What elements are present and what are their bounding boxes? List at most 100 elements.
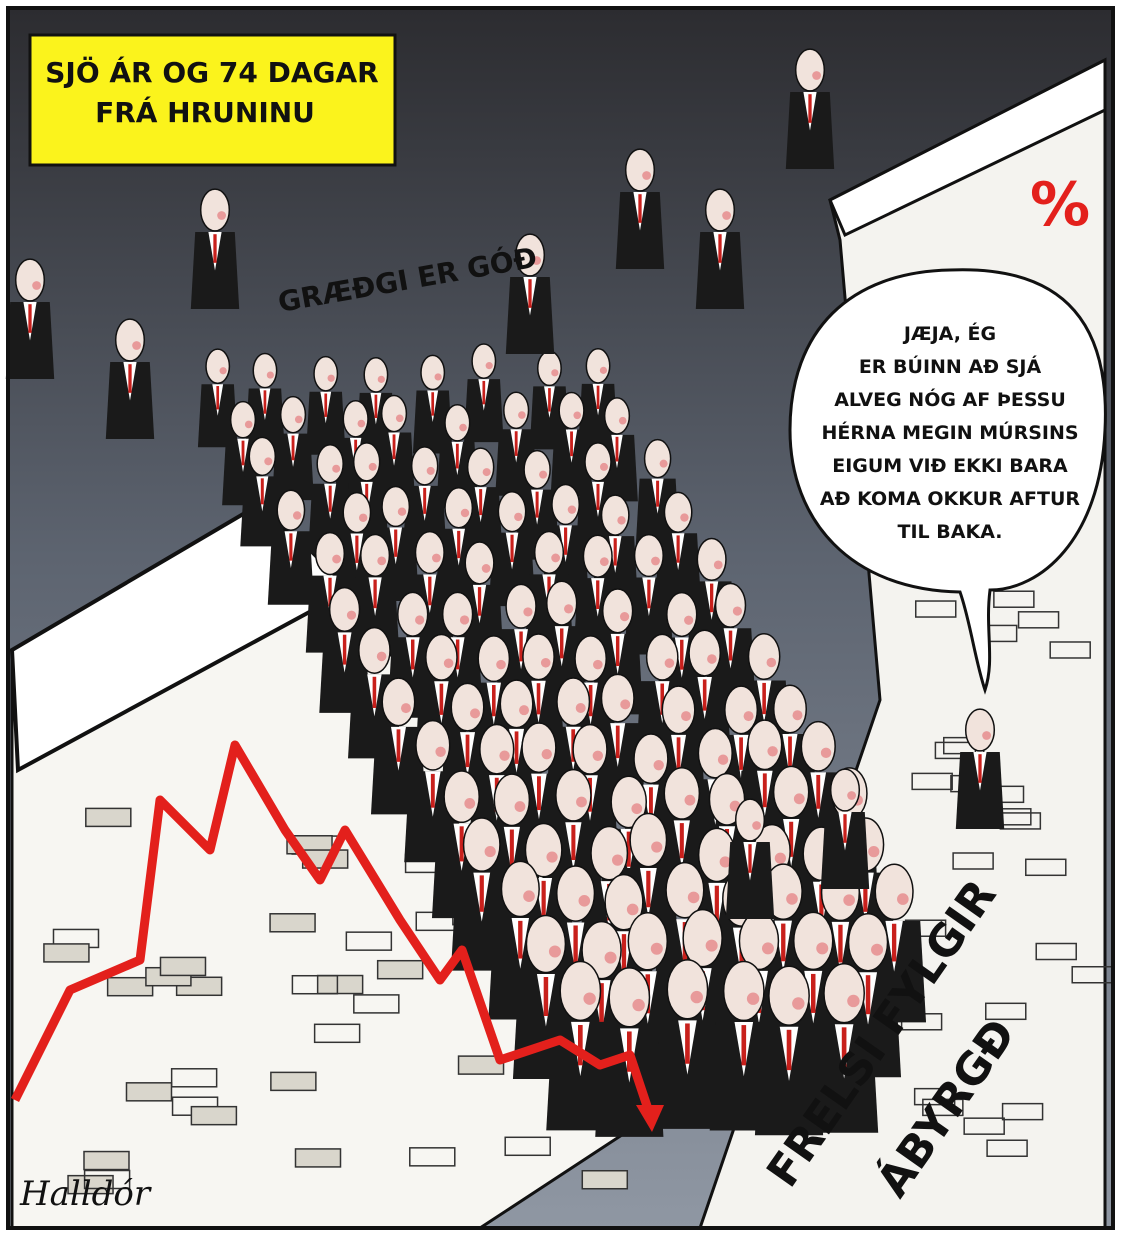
brick <box>84 1152 129 1170</box>
head <box>602 495 629 535</box>
cheek <box>897 893 909 905</box>
cheek <box>583 992 595 1004</box>
head <box>281 397 306 433</box>
head <box>630 813 666 866</box>
head <box>552 484 579 524</box>
head <box>343 401 368 437</box>
head <box>500 680 533 728</box>
cheek <box>651 841 662 852</box>
caption-line: SJÖ ÁR OG 74 DAGAR <box>45 55 378 89</box>
bubble-line: ALVEG NÓG AF ÞESSU <box>834 387 1066 411</box>
head <box>725 686 758 734</box>
bubble-line: ER BÚINN AÐ SJÁ <box>859 354 1042 378</box>
signature: Halldór <box>19 1174 152 1214</box>
cheek <box>328 375 335 382</box>
bubble-line: EIGUM VIÐ EKKI BARA <box>832 455 1068 477</box>
cheek <box>786 893 798 905</box>
head <box>444 771 479 822</box>
cartoon: SJÖ ÁR OG 74 DAGAR FRÁ HRUNINU GRÆÐGI ER… <box>0 0 1123 1236</box>
head <box>412 447 438 485</box>
cheek <box>377 652 387 662</box>
cheek <box>706 940 718 952</box>
cheek <box>576 797 587 808</box>
head <box>498 492 525 532</box>
cheek <box>541 658 551 668</box>
cheek <box>132 341 141 350</box>
cheek <box>775 853 786 864</box>
head <box>591 827 627 880</box>
head <box>445 488 472 528</box>
cheek <box>747 993 759 1005</box>
head <box>523 634 554 680</box>
head <box>478 636 509 682</box>
cheek <box>651 557 660 566</box>
cheek <box>496 660 506 670</box>
head <box>966 709 995 751</box>
cheek <box>620 612 629 621</box>
caption-line: FRÁ HRUNINU <box>95 95 315 129</box>
cheek <box>347 611 356 620</box>
cheek <box>642 171 651 180</box>
cheek <box>654 760 664 770</box>
brick <box>44 944 89 962</box>
cheek <box>573 411 581 419</box>
head <box>605 398 630 434</box>
head <box>796 49 825 91</box>
cheek <box>847 791 856 800</box>
brick <box>296 1149 341 1167</box>
cheek <box>982 731 991 740</box>
brick <box>582 1171 627 1189</box>
head <box>480 724 514 773</box>
cheek <box>605 952 617 964</box>
cheek <box>485 846 496 857</box>
cheek <box>432 554 441 563</box>
cheek <box>632 999 644 1011</box>
head <box>557 678 590 726</box>
cheek <box>600 367 607 374</box>
head <box>421 355 444 389</box>
cheek <box>691 991 703 1003</box>
head <box>354 443 380 481</box>
head <box>535 532 564 574</box>
head <box>794 912 833 969</box>
head <box>724 962 764 1021</box>
head <box>398 592 428 636</box>
head <box>626 149 655 191</box>
cheek <box>568 505 576 513</box>
cheek <box>398 507 406 515</box>
head <box>343 493 370 533</box>
brick <box>271 1072 316 1090</box>
cheek <box>464 798 475 809</box>
cheek <box>579 895 591 907</box>
head <box>465 542 494 584</box>
cheek <box>600 463 608 471</box>
head <box>249 437 275 475</box>
head <box>559 392 584 428</box>
head <box>736 799 765 841</box>
brick <box>86 808 131 826</box>
head <box>116 319 145 361</box>
head <box>416 532 445 574</box>
head <box>603 589 633 633</box>
cheek <box>220 367 227 374</box>
cheek <box>549 945 561 957</box>
head <box>359 628 390 674</box>
cheek <box>378 376 385 383</box>
cheek <box>707 654 717 664</box>
head <box>524 451 550 489</box>
cheek <box>486 362 493 369</box>
head <box>749 634 780 680</box>
percent-sign: % <box>1030 170 1090 240</box>
head <box>664 768 699 819</box>
cheek <box>627 904 639 916</box>
cheek <box>816 942 828 954</box>
head <box>501 861 539 916</box>
head <box>557 866 595 921</box>
cheek <box>293 511 301 519</box>
head <box>706 189 735 231</box>
head <box>583 535 612 577</box>
head <box>585 443 611 481</box>
cheek <box>767 658 777 668</box>
head <box>206 349 229 383</box>
head <box>451 683 484 731</box>
